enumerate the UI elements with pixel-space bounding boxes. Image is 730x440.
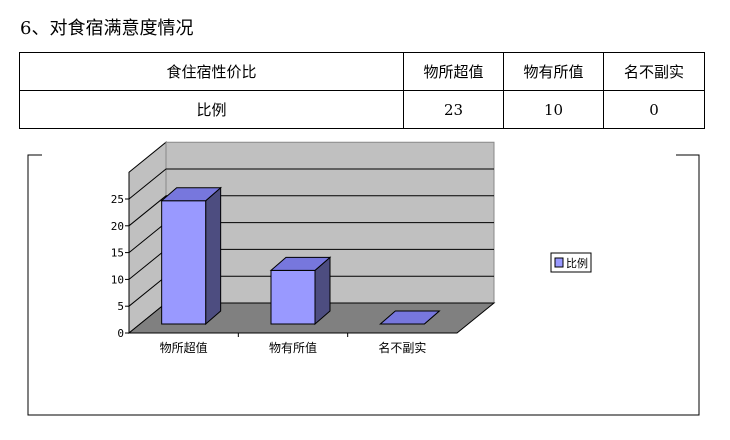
x-tick-label: 名不副实 <box>378 340 426 355</box>
bar <box>270 269 316 325</box>
y-tick-label: 10 <box>111 273 124 286</box>
chart-frame <box>27 154 700 416</box>
header-cell: 物有所值 <box>503 52 604 91</box>
header-cell: 名不副实 <box>603 52 705 91</box>
header-cell: 食住宿性价比 <box>19 52 404 91</box>
row-label: 比例 <box>19 90 404 129</box>
bar-top <box>378 310 441 325</box>
y-tick-label: 15 <box>111 247 124 260</box>
y-tick-label: 0 <box>117 327 124 340</box>
x-tick-label: 物所超值 <box>160 340 208 355</box>
table-row: 比例 23 10 0 <box>19 90 705 129</box>
y-tick-label: 20 <box>111 220 124 233</box>
bar-top <box>269 256 332 271</box>
bar <box>161 200 207 325</box>
legend-label: 比例 <box>566 256 588 270</box>
y-tick-label: 5 <box>117 300 124 313</box>
table-header-row: 食住宿性价比 物所超值 物有所值 名不副实 <box>19 52 705 91</box>
value-cell: 23 <box>403 90 504 129</box>
legend-swatch <box>554 257 564 268</box>
bar-top <box>160 187 223 202</box>
value-cell: 0 <box>603 90 705 129</box>
gridline <box>128 168 494 200</box>
header-cell: 物所超值 <box>403 52 504 91</box>
value-cell: 10 <box>503 90 604 129</box>
satisfaction-table: 食住宿性价比 物所超值 物有所值 名不副实 比例 23 10 0 <box>19 52 705 129</box>
y-tick-label: 25 <box>111 193 124 206</box>
bar-side <box>205 186 222 326</box>
x-tick-label: 物有所值 <box>269 340 317 355</box>
gridline <box>128 195 494 227</box>
section-heading: 6、对食宿满意度情况 <box>20 18 194 39</box>
